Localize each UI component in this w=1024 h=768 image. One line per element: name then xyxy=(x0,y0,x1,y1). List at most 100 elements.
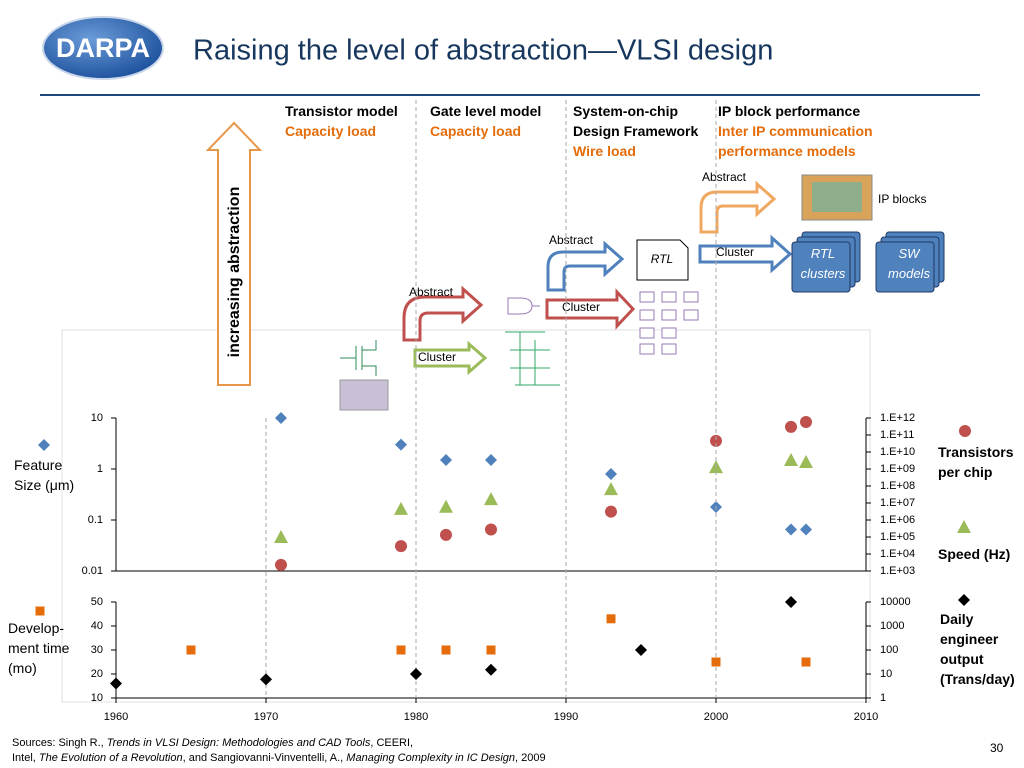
abstraction-label: increasing abstraction xyxy=(226,187,243,358)
data-point xyxy=(410,668,422,680)
data-point xyxy=(799,454,813,468)
y2-tick-label: 1000 xyxy=(880,620,904,632)
column-heading: System-on-chip xyxy=(573,103,679,119)
abstract-arrow xyxy=(546,240,625,292)
y2-tick-label: 1.E+10 xyxy=(880,446,915,458)
cluster-arrow xyxy=(698,234,793,274)
data-point xyxy=(711,657,721,667)
y2-tick-label: 1.E+06 xyxy=(880,514,915,526)
rtl-cluster-stack xyxy=(791,231,861,293)
legend-marker xyxy=(38,439,50,451)
data-point xyxy=(785,523,797,536)
x-tick-label: 2000 xyxy=(704,711,728,723)
data-point xyxy=(439,499,453,513)
y-tick-label: 20 xyxy=(91,668,103,680)
data-point xyxy=(186,645,196,655)
transistor-icon xyxy=(340,340,377,376)
cluster-label: Cluster xyxy=(562,300,600,314)
data-point xyxy=(440,528,452,541)
source-text: , and Sangiovanni-Vinventelli, A., xyxy=(182,752,347,764)
abstract-label: Abstract xyxy=(549,233,594,247)
x-tick-label: 1980 xyxy=(404,711,428,723)
legend-label: Daily engineer output (Trans/day) xyxy=(940,611,1015,687)
y-tick-label: 40 xyxy=(91,620,103,632)
sources-line: Intel, The Evolution of a Revolution, an… xyxy=(12,752,546,764)
y2-tick-label: 1 xyxy=(880,692,886,704)
data-point xyxy=(396,645,406,655)
legend-marker xyxy=(958,594,970,606)
data-point xyxy=(800,523,812,536)
y2-tick-label: 1.E+12 xyxy=(880,412,915,424)
abstract-arrow xyxy=(402,285,484,342)
data-point xyxy=(800,416,812,429)
data-point xyxy=(486,645,496,655)
rtl-label: RTL xyxy=(651,252,673,266)
data-point xyxy=(485,523,497,536)
cluster-arrow xyxy=(413,340,488,376)
data-point xyxy=(260,673,272,686)
source-text: , 2009 xyxy=(515,752,546,764)
y-tick-label: 30 xyxy=(91,644,103,656)
logo-badge xyxy=(42,16,164,80)
abstraction-arrow xyxy=(205,121,263,386)
abstract-arrow xyxy=(699,180,777,234)
layout-image xyxy=(339,379,389,411)
data-point xyxy=(635,644,647,656)
source-text: Trends in VLSI Design: Methodologies and… xyxy=(106,737,371,749)
data-point xyxy=(784,452,798,466)
sources-line: Sources: Singh R., Trends in VLSI Design… xyxy=(12,737,413,749)
rtl-doc xyxy=(636,239,689,281)
cluster-arrow xyxy=(545,288,636,330)
legend-marker xyxy=(957,520,971,533)
data-point xyxy=(710,434,722,447)
y2-tick-label: 1.E+03 xyxy=(880,565,915,577)
data-point xyxy=(441,645,451,655)
y-tick-label: 50 xyxy=(91,596,103,608)
y2-tick-label: 1.E+09 xyxy=(880,463,915,475)
logo-text: DARPA xyxy=(56,33,150,63)
y-tick-label: 0.01 xyxy=(82,565,103,577)
column-load: Capacity load xyxy=(285,123,377,139)
y2-tick-label: 1.E+07 xyxy=(880,497,915,509)
column-heading: Transistor model xyxy=(285,103,398,119)
sw-models-label: SW models xyxy=(888,246,930,281)
y2-tick-label: 10000 xyxy=(880,596,911,608)
data-point xyxy=(785,420,797,433)
ip-block-image xyxy=(812,182,862,212)
data-point xyxy=(606,614,616,624)
y2-tick-label: 1.E+04 xyxy=(880,548,915,560)
data-point xyxy=(604,482,618,496)
y2-tick-label: 1.E+08 xyxy=(880,480,915,492)
x-tick-label: 1960 xyxy=(104,711,128,723)
slide-title: Raising the level of abstraction—VLSI de… xyxy=(193,35,773,67)
y-tick-label: 1 xyxy=(97,463,103,475)
data-point xyxy=(801,657,811,667)
data-point xyxy=(485,663,497,676)
data-point xyxy=(394,501,408,515)
data-point xyxy=(395,540,407,553)
legend-marker xyxy=(35,606,45,616)
legend-label: Transistors per chip xyxy=(938,444,1014,480)
cluster-label: Cluster xyxy=(716,245,754,259)
cluster-label: Cluster xyxy=(418,350,456,364)
gate-icon xyxy=(507,297,540,315)
y-tick-label: 10 xyxy=(91,412,103,424)
data-point xyxy=(605,467,617,480)
data-point xyxy=(395,438,407,451)
data-point xyxy=(785,596,797,608)
y2-tick-label: 10 xyxy=(880,668,892,680)
data-point xyxy=(110,677,122,690)
chart-frame xyxy=(61,329,871,703)
source-text: The Evolution of a Revolution xyxy=(38,752,183,764)
netlist-icon xyxy=(639,291,699,355)
source-text: Sources: Singh R., xyxy=(12,737,107,749)
data-point xyxy=(484,492,498,506)
ip-blocks-label: IP blocks xyxy=(878,192,926,206)
x-tick-label: 2010 xyxy=(854,711,878,723)
y-tick-label: 10 xyxy=(91,692,103,704)
y-tick-label: 0.1 xyxy=(88,514,103,526)
source-text: Managing Complexity in IC Design xyxy=(346,752,516,764)
x-tick-label: 1990 xyxy=(554,711,578,723)
